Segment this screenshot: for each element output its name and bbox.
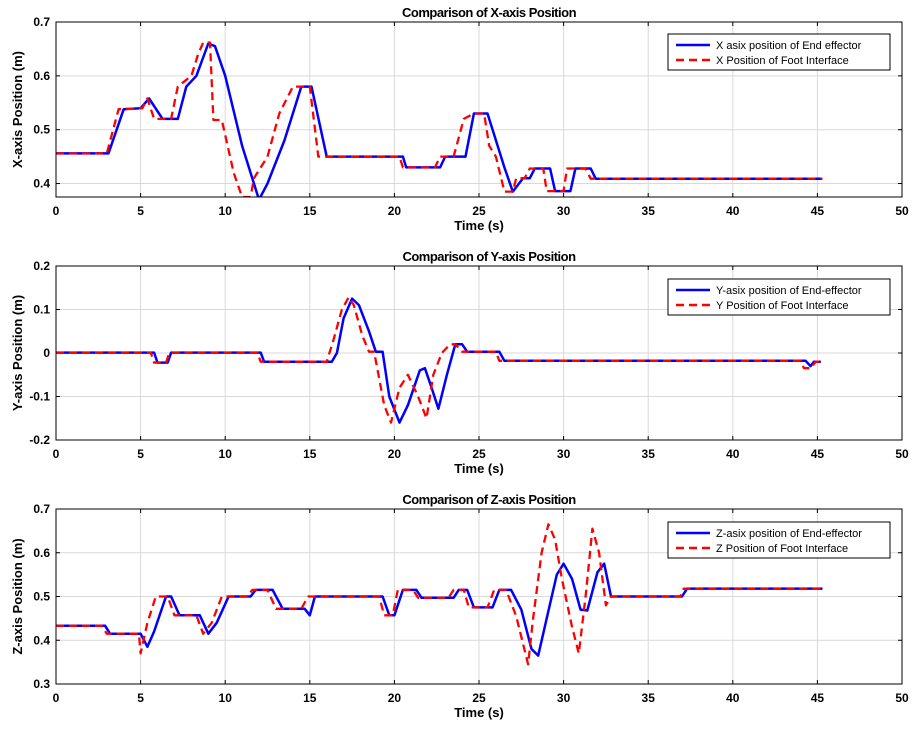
y-x-tick-label: 5: [137, 447, 144, 461]
x-y-axis: 0.4 0.5 0.6 0.7: [33, 15, 902, 191]
x-legend: X asix position of End effector X Positio…: [667, 33, 891, 71]
y-series-group: [56, 296, 821, 424]
x-legend-box: [667, 33, 891, 71]
panels: 0 5 10 15 20 25 30 35 40 45 500.40.50.60.7Comparis…: [10, 5, 909, 720]
z-axes-frame: [55, 508, 903, 685]
z-y-tick-label: 0.7: [33, 502, 50, 516]
y-x-axis-label: Time (s): [454, 461, 504, 476]
x-axes-frame: [55, 21, 903, 198]
y-x-tick-label: 35: [642, 447, 656, 461]
y-x-tick-label: 30: [557, 447, 571, 461]
z-x-tick-label: 25: [472, 691, 486, 705]
x-y-tick-label: 0.6: [33, 69, 50, 83]
z-y-tick-label: 0.5: [33, 590, 50, 604]
z-series-line-foot-interface: [56, 523, 823, 666]
y-panel: 0 5 10 15 20 25 30 35 40 45 50 -0.2 -0.1 0 0.1 0.2 Compa…: [10, 249, 909, 476]
y-legend-label-2: Y Position of Foot Interface: [716, 300, 848, 312]
x-x-axis-label: Time (s): [454, 218, 504, 233]
z-y-axis-label: Z-axis Position (m): [10, 538, 25, 654]
x-y-axis-label: X-axis Position (m): [10, 51, 25, 168]
x-x-tick-label: 50: [895, 204, 909, 218]
y-x-tick-label: 40: [726, 447, 740, 461]
z-x-tick-label: 10: [219, 691, 233, 705]
z-x-tick-label: 30: [557, 691, 571, 705]
x-y-tick-label: 0.4: [33, 177, 50, 191]
y-legend-label-1: Y-asix position of End-effector: [716, 285, 862, 297]
z-x-tick-label: 20: [388, 691, 402, 705]
y-y-tick-label: 0.2: [33, 259, 50, 273]
y-chart-title: Comparison of Y-axis Position: [402, 249, 576, 264]
y-series-line-foot-interface: [56, 296, 821, 424]
z-x-tick-label: 5: [137, 691, 144, 705]
x-x-tick-label: 30: [557, 204, 571, 218]
z-x-tick-label: 45: [811, 691, 825, 705]
x-series-group: [56, 41, 823, 197]
y-x-tick-label: 10: [219, 447, 233, 461]
y-y-tick-label: 0.1: [33, 303, 50, 317]
z-panel: 0 5 10 15 20 25 30 35 40 45 50 0.3 0.4 0.5 0.6 0.7 Compa…: [10, 492, 909, 720]
y-x-tick-label: 15: [303, 447, 317, 461]
z-y-tick-label: 0.3: [33, 677, 50, 691]
z-chart-title: Comparison of Z-axis Position: [402, 492, 576, 507]
x-series-line-foot-interface: [56, 41, 823, 197]
x-x-tick-label: 0: [53, 204, 60, 218]
y-x-tick-label: 45: [811, 447, 825, 461]
z-x-tick-label: 50: [895, 691, 909, 705]
y-x-tick-label: 25: [472, 447, 486, 461]
x-x-tick-label: 40: [726, 204, 740, 218]
z-x-tick-label: 40: [726, 691, 740, 705]
y-y-tick-label: -0.2: [29, 433, 50, 447]
z-legend-label-1: Z-asix position of End-effector: [716, 528, 862, 540]
y-x-tick-label: 50: [895, 447, 909, 461]
x-x-axis: 0 5 10 15 20 25 30 35 40 45 50: [53, 22, 909, 218]
y-y-tick-label: -0.1: [29, 390, 50, 404]
x-x-tick-label: 15: [303, 204, 317, 218]
x-y-tick-label: 0.7: [33, 15, 50, 29]
z-x-axis-label: Time (s): [454, 705, 504, 720]
z-x-tick-label: 0: [53, 691, 60, 705]
z-y-axis: 0.3 0.4 0.5 0.6 0.7: [33, 502, 902, 691]
x-x-tick-label: 35: [642, 204, 656, 218]
y-axes-frame: [55, 265, 903, 441]
z-legend-box: [667, 521, 891, 559]
z-y-tick-label: 0.4: [33, 633, 50, 647]
x-x-tick-label: 5: [137, 204, 144, 218]
x-x-tick-label: 10: [219, 204, 233, 218]
z-series-group: [56, 523, 823, 666]
y-y-axis-label: Y-axis Position (m): [10, 295, 25, 411]
z-y-tick-label: 0.6: [33, 546, 50, 560]
x-x-tick-label: 45: [811, 204, 825, 218]
x-x-tick-label: 25: [472, 204, 486, 218]
y-y-tick-label: 0: [43, 346, 50, 360]
z-legend: Z-asix position of End-effector Z Positio…: [667, 521, 891, 559]
y-legend-box: [667, 278, 891, 316]
x-y-tick-label: 0.5: [33, 123, 50, 137]
y-x-tick-label: 20: [388, 447, 402, 461]
x-chart-title: Comparison of X-axis Position: [402, 5, 577, 20]
y-x-tick-label: 0: [53, 447, 60, 461]
z-legend-label-2: Z Position of Foot Interface: [716, 543, 848, 555]
z-x-tick-label: 15: [303, 691, 317, 705]
z-x-tick-label: 35: [642, 691, 656, 705]
x-panel: 0 5 10 15 20 25 30 35 40 45 50 0.4 0.5 0.6 0.7 Comparis…: [10, 5, 909, 233]
y-x-axis: 0 5 10 15 20 25 30 35 40 45 50: [53, 266, 909, 461]
y-legend: Y-asix position of End-effector Y Positio…: [667, 278, 891, 316]
x-legend-label-2: X Position of Foot Interface: [716, 55, 849, 67]
x-x-tick-label: 20: [388, 204, 402, 218]
x-legend-label-1: X asix position of End effector: [716, 40, 862, 52]
